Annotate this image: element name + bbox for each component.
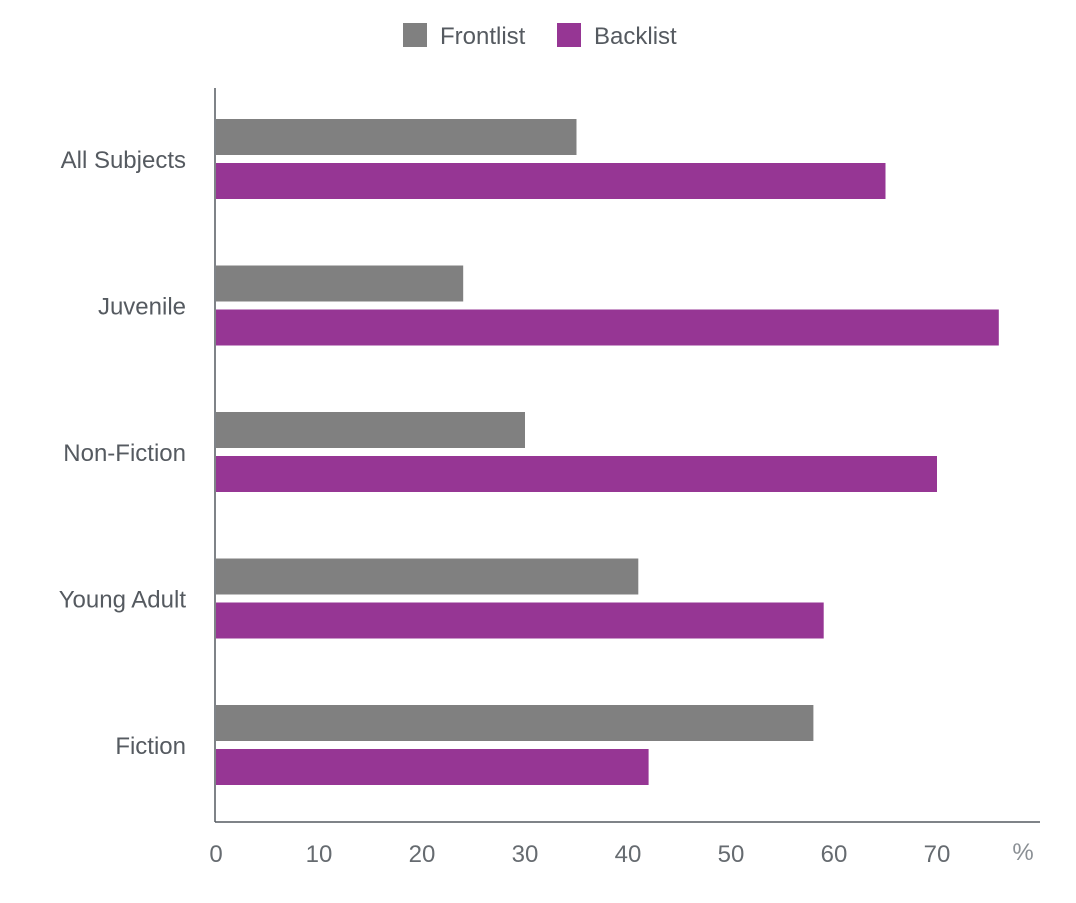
x-tick-label: 60 xyxy=(821,841,848,868)
x-tick-labels: 0 10 20 30 40 50 60 70 xyxy=(209,841,950,868)
bar-frontlist-2 xyxy=(216,412,525,448)
bar-backlist-3 xyxy=(216,602,824,639)
x-tick-label: 70 xyxy=(924,841,951,868)
bar-frontlist-0 xyxy=(216,119,577,155)
bar-backlist-1 xyxy=(216,309,999,346)
x-tick-label: 40 xyxy=(615,841,642,868)
category-labels: All Subjects Juvenile Non-Fiction Young Adu… xyxy=(59,147,187,760)
x-tick-label: 10 xyxy=(306,841,333,868)
bar-backlist-4 xyxy=(216,749,649,785)
x-axis-unit: % xyxy=(1012,839,1033,866)
x-tick-label: 30 xyxy=(512,841,539,868)
category-label: Fiction xyxy=(115,733,186,760)
bar-backlist-2 xyxy=(216,456,937,492)
bar-frontlist-4 xyxy=(216,705,814,741)
bar-frontlist-3 xyxy=(216,558,639,595)
category-label: Juvenile xyxy=(98,294,186,321)
category-label: All Subjects xyxy=(61,147,186,174)
bar-frontlist-1 xyxy=(216,265,464,302)
x-tick-label: 20 xyxy=(409,841,436,868)
legend-swatch-frontlist xyxy=(403,23,427,47)
legend-swatch-backlist xyxy=(557,23,581,47)
bar-backlist-0 xyxy=(216,163,886,199)
legend-label-backlist: Backlist xyxy=(594,23,677,50)
category-label: Non-Fiction xyxy=(63,440,186,467)
x-tick-label: 50 xyxy=(718,841,745,868)
x-tick-label: 0 xyxy=(209,841,222,868)
bars-layer xyxy=(216,119,999,785)
legend: Frontlist Backlist xyxy=(403,23,677,50)
category-label: Young Adult xyxy=(59,587,187,614)
legend-label-frontlist: Frontlist xyxy=(440,23,526,50)
